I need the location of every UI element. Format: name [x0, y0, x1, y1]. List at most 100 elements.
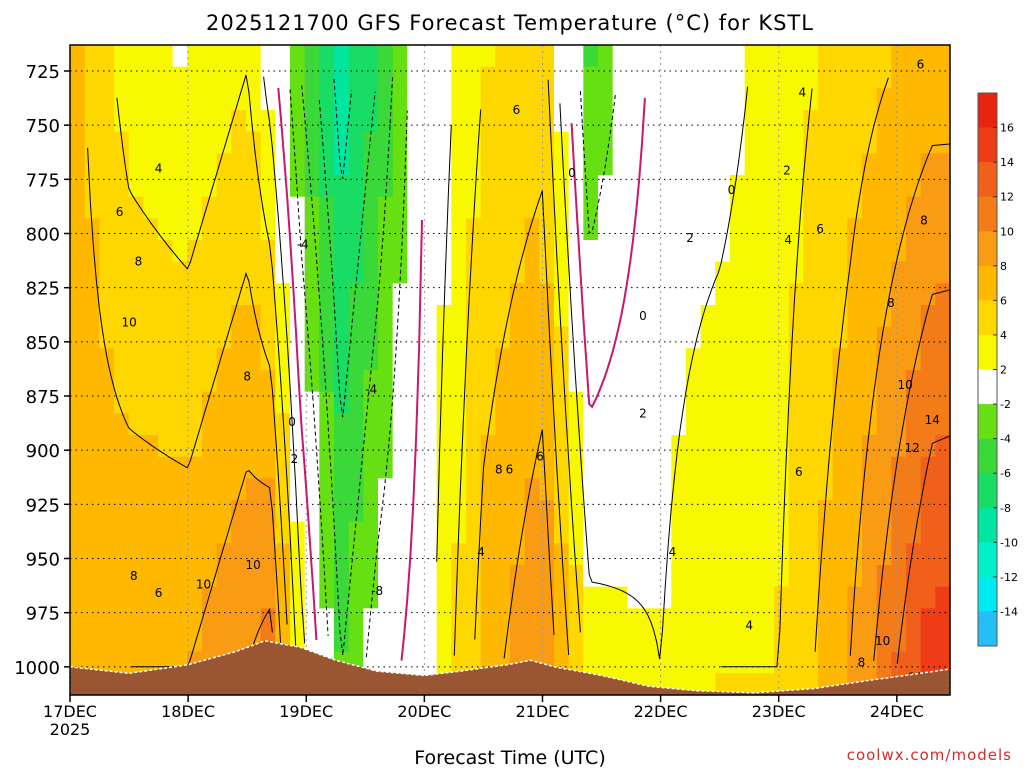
temperature-cell [759, 370, 775, 393]
temperature-cell [334, 283, 350, 306]
temperature-cell [172, 326, 188, 349]
temperature-cell [554, 196, 570, 219]
temperature-cell [642, 240, 658, 263]
temperature-cell [788, 586, 804, 609]
temperature-cell [99, 543, 115, 566]
temperature-cell [583, 565, 599, 588]
temperature-cell [466, 45, 482, 68]
temperature-cell [231, 45, 247, 68]
temperature-cell [642, 521, 658, 544]
y-tick-label: 950 [26, 550, 60, 571]
contour-label: -4 [297, 237, 309, 251]
temperature-cell [906, 261, 922, 284]
temperature-cell [539, 175, 555, 198]
temperature-cell [231, 630, 247, 653]
temperature-cell [451, 175, 467, 198]
contour-label: 10 [875, 634, 890, 648]
y-tick-label: 900 [26, 441, 60, 462]
temperature-cell [686, 521, 702, 544]
temperature-cell [348, 543, 364, 566]
temperature-cell [598, 391, 614, 414]
temperature-cell [832, 391, 848, 414]
temperature-cell [671, 435, 687, 458]
temperature-cell [392, 196, 408, 219]
temperature-cell [378, 131, 394, 154]
temperature-cell [246, 305, 262, 328]
temperature-cell [466, 110, 482, 133]
temperature-cell [495, 456, 511, 479]
temperature-cell [260, 456, 276, 479]
temperature-cell [788, 175, 804, 198]
temperature-cell [744, 305, 760, 328]
temperature-cell [847, 348, 863, 371]
temperature-cell [422, 586, 438, 609]
temperature-cell [583, 413, 599, 436]
temperature-cell [524, 283, 540, 306]
temperature-cell [202, 153, 218, 176]
temperature-cell [480, 66, 496, 89]
colorbar-segment [978, 369, 997, 405]
contour-label: 8 [135, 255, 143, 269]
temperature-cell [876, 413, 892, 436]
contour-label: 6 [506, 463, 514, 477]
temperature-cell [70, 66, 86, 89]
temperature-cell [451, 500, 467, 523]
temperature-cell [671, 521, 687, 544]
contour-label: 6 [116, 205, 124, 219]
temperature-cell [774, 196, 790, 219]
temperature-cell [642, 131, 658, 154]
temperature-cell [891, 45, 907, 68]
temperature-cell [583, 370, 599, 393]
x-tick-label: 22DEC [634, 702, 688, 721]
temperature-cell [348, 370, 364, 393]
temperature-cell [260, 478, 276, 501]
temperature-cell [99, 110, 115, 133]
temperature-cell [407, 478, 423, 501]
temperature-cell [583, 305, 599, 328]
temperature-cell [612, 413, 628, 436]
temperature-cell [686, 261, 702, 284]
temperature-cell [539, 326, 555, 349]
contour-label: 2 [291, 452, 299, 466]
temperature-cell [363, 543, 379, 566]
temperature-cell [231, 326, 247, 349]
temperature-cell [231, 218, 247, 241]
temperature-cell [847, 391, 863, 414]
temperature-cell [70, 110, 86, 133]
temperature-cell [744, 45, 760, 68]
temperature-cell [392, 131, 408, 154]
temperature-cell [686, 500, 702, 523]
temperature-cell [304, 348, 320, 371]
temperature-cell [451, 435, 467, 458]
temperature-cell [143, 45, 159, 68]
temperature-cell [114, 305, 130, 328]
temperature-cell [495, 196, 511, 219]
temperature-cell [231, 435, 247, 458]
temperature-cell [422, 456, 438, 479]
temperature-cell [290, 326, 306, 349]
temperature-cell [436, 261, 452, 284]
temperature-cell [524, 326, 540, 349]
temperature-cell [920, 45, 936, 68]
temperature-cell [422, 326, 438, 349]
temperature-cell [539, 153, 555, 176]
temperature-cell [554, 175, 570, 198]
temperature-cell [231, 413, 247, 436]
temperature-cell [290, 261, 306, 284]
temperature-cell [524, 608, 540, 631]
temperature-cell [202, 218, 218, 241]
temperature-cell [99, 218, 115, 241]
temperature-cell [539, 370, 555, 393]
colorbar-segment [978, 231, 997, 267]
temperature-cell [847, 565, 863, 588]
temperature-cell [891, 88, 907, 111]
temperature-cell [744, 175, 760, 198]
temperature-cell [656, 110, 672, 133]
temperature-cell [495, 478, 511, 501]
temperature-cell [466, 66, 482, 89]
temperature-cell [84, 326, 100, 349]
temperature-cell [627, 283, 643, 306]
temperature-cell [348, 348, 364, 371]
temperature-cell [862, 608, 878, 631]
temperature-cell [730, 565, 746, 588]
